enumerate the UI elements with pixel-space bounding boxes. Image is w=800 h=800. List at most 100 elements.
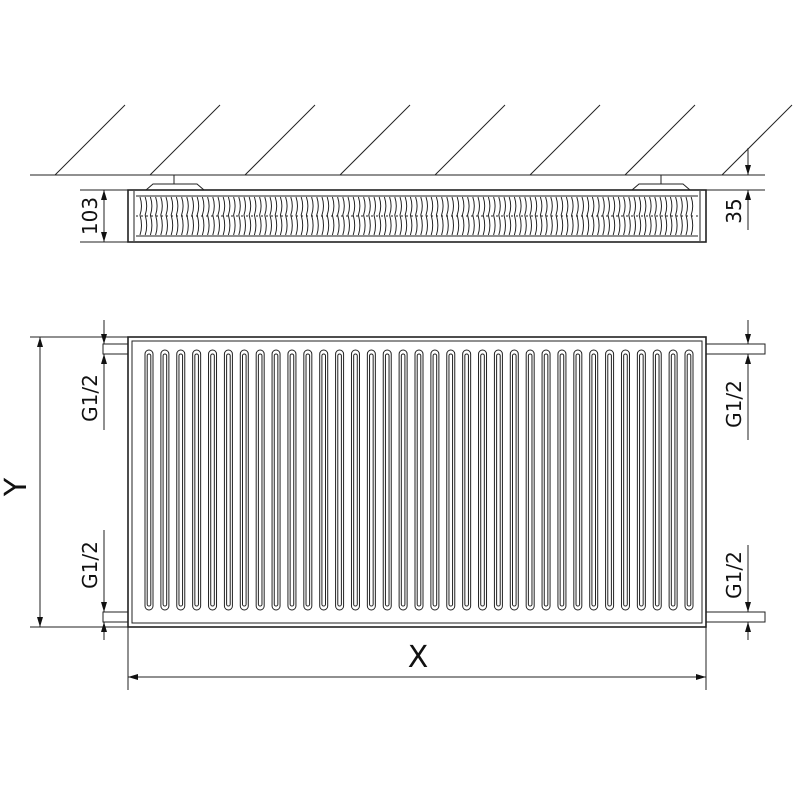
top-fin [290,196,293,236]
top-fin [456,196,460,236]
fin-inner [289,353,295,607]
top-fin [264,196,267,236]
top-fin [571,196,574,236]
top-fin [389,196,392,236]
pipe-left-bottom [102,611,129,623]
wall-hatch-line [529,104,601,176]
wall-bracket-right [631,175,691,191]
fin-inner [353,353,358,607]
top-fin [160,196,163,236]
top-fin [461,196,465,236]
fin [398,349,408,611]
wall-bracket-left [145,175,205,191]
top-fin [227,196,231,236]
top-fin [196,196,200,236]
connection-dim-left-bottom: G1/2 [78,530,107,640]
top-fin [394,196,397,236]
fin-inner [146,353,152,607]
fin-inner [226,353,231,607]
top-fin [409,196,413,236]
top-fin [295,196,298,236]
top-fin [243,196,246,236]
fin [255,349,265,611]
fin [620,349,630,611]
fin-inner [543,353,549,607]
top-fin [337,196,340,236]
top-fin [326,196,330,236]
connection-dim-left-top: G1/2 [78,320,107,430]
top-fin [347,196,350,236]
wall [30,104,793,176]
top-fin [186,196,189,236]
top-fin [451,196,454,236]
fin-inner [194,353,199,607]
fin [303,349,313,611]
fin-inner [559,353,565,607]
top-fin [524,196,527,236]
fin [652,349,662,611]
fin [335,349,345,611]
fin [573,349,583,611]
top-fin [207,196,210,236]
fin-inner [162,353,168,607]
top-fin [482,196,486,236]
top-fin [555,196,558,236]
top-fin [669,196,673,236]
fin [684,349,694,611]
pipe-right-bottom [705,611,766,623]
fin [176,349,186,611]
fin [605,349,615,611]
connection-label-left-bottom: G1/2 [78,541,102,589]
top-fin [529,196,532,236]
top-fin [441,196,444,236]
connection-label-left-top: G1/2 [78,374,102,422]
top-fin [248,196,252,236]
fin-inner [257,353,263,607]
top-fin [607,196,610,236]
fin [192,349,202,611]
top-fin [274,196,278,236]
top-fin [285,196,288,236]
top-fin [300,196,304,236]
top-fin [675,196,678,236]
fin [366,349,376,611]
top-fin [363,196,366,236]
fin [271,349,281,611]
top-fin [467,196,470,236]
fin-inner [654,353,660,607]
fin [144,349,154,611]
top-fin [612,196,616,236]
top-fin [513,196,517,236]
top-fin [181,196,184,236]
fin [589,349,599,611]
top-fin [633,196,636,236]
fin-inner [670,353,676,607]
fin-inner [591,353,597,607]
radiator-top-view [127,175,707,243]
dimension-x-label: X [408,640,429,675]
fin [239,349,249,611]
top-fin [404,196,408,236]
fin-inner [416,353,422,607]
wall-hatch-line [54,104,126,176]
fin [509,349,519,611]
top-fin [477,196,480,236]
top-fin [664,196,668,236]
connection-dim-right-bottom: G1/2 [722,545,751,640]
wall-hatch-line [624,104,696,176]
top-fin [425,196,428,236]
top-fin [373,196,376,236]
top-fin [539,196,543,236]
top-fin [144,196,148,236]
fin [382,349,392,611]
wall-hatch-line [721,104,793,176]
dimension-y: Y [0,336,128,628]
front-view-fins [144,349,694,611]
top-fin [399,196,402,236]
top-fin [170,196,174,236]
top-fin [269,196,272,236]
fin-inner [639,353,644,607]
connection-dim-right-top: G1/2 [722,320,751,440]
top-fin [139,196,142,236]
top-fin [155,196,158,236]
